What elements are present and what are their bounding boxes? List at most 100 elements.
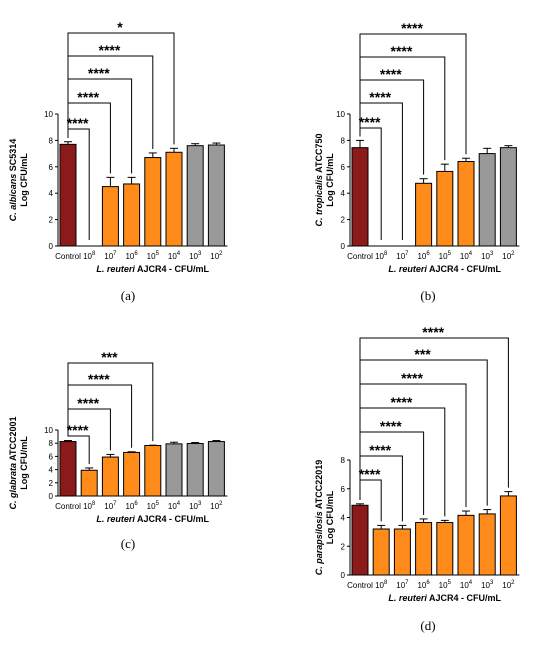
significance-bracket <box>359 33 467 155</box>
x-tick-base: 10 <box>439 581 448 590</box>
x-tick-label: 106 <box>125 501 138 511</box>
x-tick-label: 108 <box>375 251 388 261</box>
x-tick-base: 10 <box>396 581 405 590</box>
y-tick-label: 10 <box>44 110 53 119</box>
x-tick-base: 10 <box>125 252 134 261</box>
significance-label: **** <box>359 466 381 482</box>
bar-4 <box>436 170 454 247</box>
y-tick-label: 4 <box>49 189 54 198</box>
y-tick-label: 2 <box>341 542 346 551</box>
x-tick-exponent: 2 <box>219 501 223 507</box>
x-tick-exponent: 8 <box>384 580 388 586</box>
bar-3 <box>123 451 141 497</box>
x-axis-label: L. reuteri AJCR4 - CFU/mL <box>388 593 501 603</box>
significance-bracket <box>67 32 175 145</box>
y-tick-label: 2 <box>49 216 54 225</box>
y-tick-label: 0 <box>49 242 54 251</box>
x-tick-exponent: 4 <box>469 580 473 586</box>
x-tick-base: 10 <box>168 252 177 261</box>
x-tick-base: 10 <box>396 252 405 261</box>
bar-0 <box>351 147 369 247</box>
x-tick-label: 103 <box>481 251 494 261</box>
x-label-species: L. reuteri <box>96 514 135 524</box>
bar-2 <box>101 186 119 247</box>
x-tick-base: 10 <box>460 252 469 261</box>
x-tick-label: 102 <box>210 251 223 261</box>
x-label-units: AJCR4 - CFU/mL <box>137 514 210 524</box>
x-tick-label: 108 <box>83 251 96 261</box>
x-tick-base: 10 <box>502 252 511 261</box>
y-tick-label: 8 <box>49 439 54 448</box>
x-tick-base: 10 <box>481 252 490 261</box>
x-tick-exponent: 5 <box>448 580 452 586</box>
significance-label: **** <box>77 89 99 105</box>
y-tick-label: 2 <box>341 216 346 225</box>
bar-2 <box>101 456 119 497</box>
x-tick-exponent: 7 <box>405 580 409 586</box>
bar-4 <box>436 522 454 576</box>
y-label-species: C. tropicalis <box>314 175 324 227</box>
x-tick-base: Control <box>347 252 373 261</box>
x-tick-label: 108 <box>83 501 96 511</box>
y-label-strain: SC5314 <box>8 139 18 172</box>
significance-label: **** <box>99 42 121 58</box>
y-tick-label: 6 <box>49 452 54 461</box>
x-tick-exponent: 3 <box>490 580 494 586</box>
significance-label: **** <box>401 20 423 36</box>
x-tick-exponent: 4 <box>177 501 181 507</box>
significance-label: **** <box>380 418 402 434</box>
x-tick-exponent: 8 <box>92 501 96 507</box>
x-tick-label: Control <box>347 581 373 590</box>
x-tick-label: 107 <box>104 501 117 511</box>
bar-6 <box>186 443 204 497</box>
bar-1 <box>80 469 98 497</box>
y-tick-label: 4 <box>341 514 346 523</box>
bar-6 <box>478 513 496 576</box>
x-axis-label: L. reuteri AJCR4 - CFU/mL <box>96 514 209 524</box>
x-tick-label: 104 <box>168 251 181 261</box>
x-tick-label: 104 <box>168 501 181 511</box>
x-tick-exponent: 5 <box>156 251 160 257</box>
x-tick-label: 102 <box>502 251 515 261</box>
x-tick-exponent: 2 <box>219 251 223 257</box>
x-tick-label: 105 <box>439 580 452 590</box>
significance-label: **** <box>369 89 391 105</box>
significance-label: **** <box>401 370 423 386</box>
x-label-units: AJCR4 - CFU/mL <box>429 264 502 274</box>
significance-label: **** <box>77 395 99 411</box>
bar-4 <box>144 445 162 497</box>
bar-6 <box>478 153 496 247</box>
x-tick-exponent: 4 <box>469 251 473 257</box>
x-tick-exponent: 6 <box>134 501 138 507</box>
panel-caption: (a) <box>121 288 135 303</box>
significance-label: **** <box>369 442 391 458</box>
significance-label: **** <box>88 371 110 387</box>
x-tick-base: Control <box>55 502 81 511</box>
x-tick-exponent: 2 <box>511 580 515 586</box>
x-tick-exponent: 8 <box>384 251 388 257</box>
x-tick-label: 107 <box>396 251 409 261</box>
bar-2 <box>393 528 411 576</box>
y-tick-label: 2 <box>49 479 54 488</box>
y-label-species: C. albicans <box>8 174 18 222</box>
significance-label: **** <box>67 422 89 438</box>
bar-5 <box>165 443 183 497</box>
x-tick-exponent: 7 <box>405 251 409 257</box>
x-tick-base: 10 <box>104 252 113 261</box>
y-axis-label: C. parapsilosis ATCC22019 <box>314 460 324 576</box>
significance-label: **** <box>67 115 89 131</box>
y-tick-label: 0 <box>341 571 346 580</box>
x-tick-base: Control <box>347 581 373 590</box>
y-axis-label-units: Log CFU/mL <box>19 153 29 207</box>
bar-7 <box>499 495 517 576</box>
x-tick-label: 106 <box>417 251 430 261</box>
x-tick-exponent: 7 <box>113 251 117 257</box>
x-tick-base: 10 <box>502 581 511 590</box>
x-label-units: AJCR4 - CFU/mL <box>137 264 210 274</box>
y-label-units: Log CFU/mL <box>19 153 29 207</box>
x-tick-exponent: 6 <box>426 251 430 257</box>
y-axis-label-units: Log CFU/mL <box>325 153 335 207</box>
x-tick-base: 10 <box>417 581 426 590</box>
